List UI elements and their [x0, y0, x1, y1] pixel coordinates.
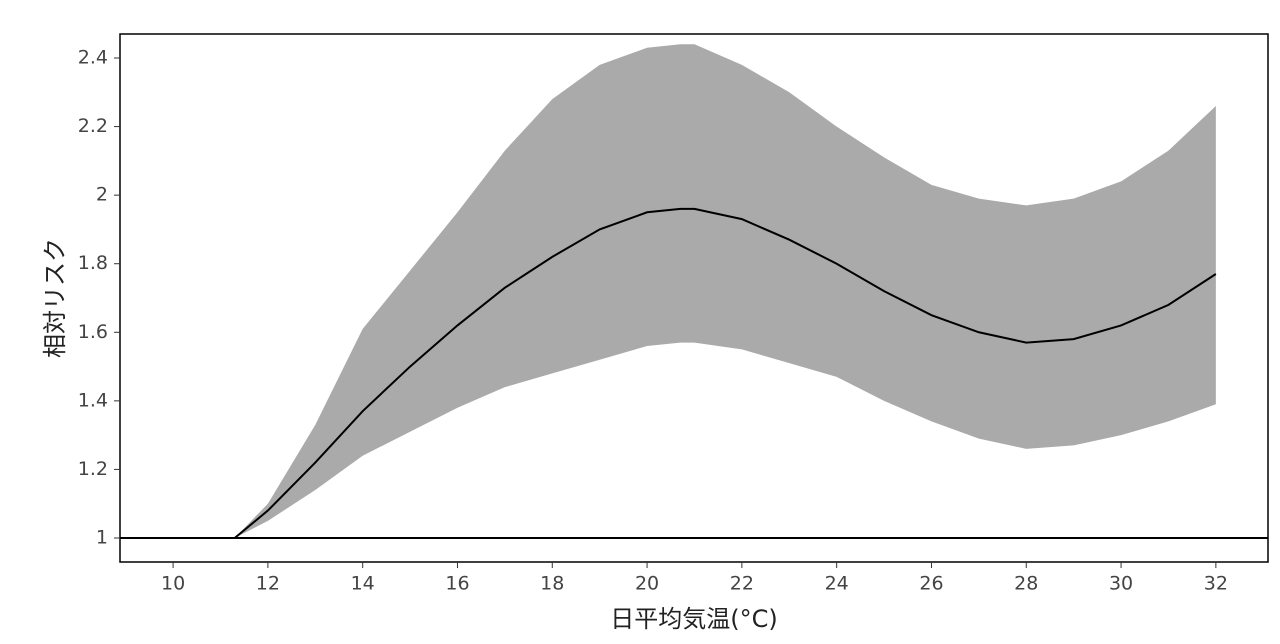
y-tick-label: 1.8 — [78, 252, 108, 274]
x-tick-label: 20 — [635, 573, 659, 595]
y-tick-label: 2.2 — [78, 115, 108, 137]
x-tick-label: 32 — [1204, 573, 1228, 595]
x-tick-label: 16 — [445, 573, 469, 595]
y-tick-label: 1.2 — [78, 458, 108, 480]
x-tick-label: 10 — [161, 573, 185, 595]
x-tick-label: 12 — [256, 573, 280, 595]
y-tick-label: 1.4 — [78, 389, 108, 411]
x-tick-label: 26 — [919, 573, 943, 595]
y-axis-title: 相対リスク — [41, 238, 69, 358]
line — [234, 207, 1217, 539]
y-tick-label: 1.6 — [78, 321, 108, 343]
x-tick-label: 18 — [540, 573, 564, 595]
y-tick-label: 2.4 — [78, 47, 108, 69]
plot-frame — [119, 33, 1269, 563]
x-tick-label: 22 — [730, 573, 754, 595]
x-tick-label: 30 — [1109, 573, 1133, 595]
y-tick-label: 2 — [96, 184, 108, 206]
y-tick-label: 1 — [96, 527, 108, 549]
x-axis-title: 日平均気温(°C) — [610, 605, 777, 633]
x-tick-label: 28 — [1014, 573, 1038, 595]
x-tick-label: 24 — [825, 573, 849, 595]
confidence-band — [234, 44, 1216, 539]
x-tick-label: 14 — [351, 573, 375, 595]
